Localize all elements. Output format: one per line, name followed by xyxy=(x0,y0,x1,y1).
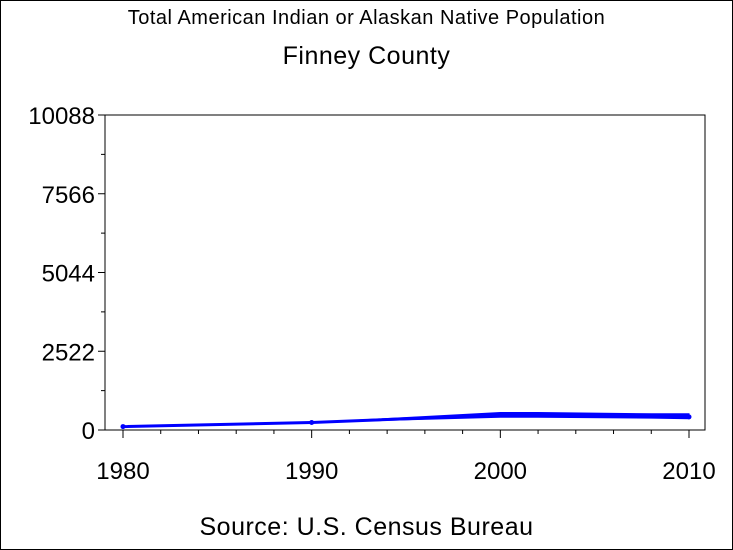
x-tick-label: 2000 xyxy=(474,458,527,485)
data-point xyxy=(120,424,126,430)
source-note: Source: U.S. Census Bureau xyxy=(199,513,534,541)
y-tick-label: 5044 xyxy=(42,261,95,288)
y-tick-label: 10088 xyxy=(28,103,95,130)
line-chart: 0 2522 5044 7566 10088 1980 1990 2000 2010 xyxy=(28,103,715,485)
axes: 0 2522 5044 7566 10088 1980 1990 2000 2010 xyxy=(28,103,715,485)
chart-title: Total American Indian or Alaskan Native … xyxy=(127,7,606,29)
y-tick-label: 7566 xyxy=(42,182,95,209)
x-tick-label: 2010 xyxy=(662,458,715,485)
x-tick-label: 1990 xyxy=(285,458,338,485)
y-tick-label: 2522 xyxy=(42,339,95,366)
plot-area xyxy=(104,114,706,431)
series-line xyxy=(122,413,690,429)
x-tick-label: 1980 xyxy=(96,458,149,485)
data-point xyxy=(497,412,503,418)
chart-subtitle: Finney County xyxy=(282,42,451,70)
data-point xyxy=(309,420,315,426)
data-point xyxy=(686,414,692,420)
y-tick-label: 0 xyxy=(82,418,95,445)
series-layer xyxy=(120,412,692,430)
